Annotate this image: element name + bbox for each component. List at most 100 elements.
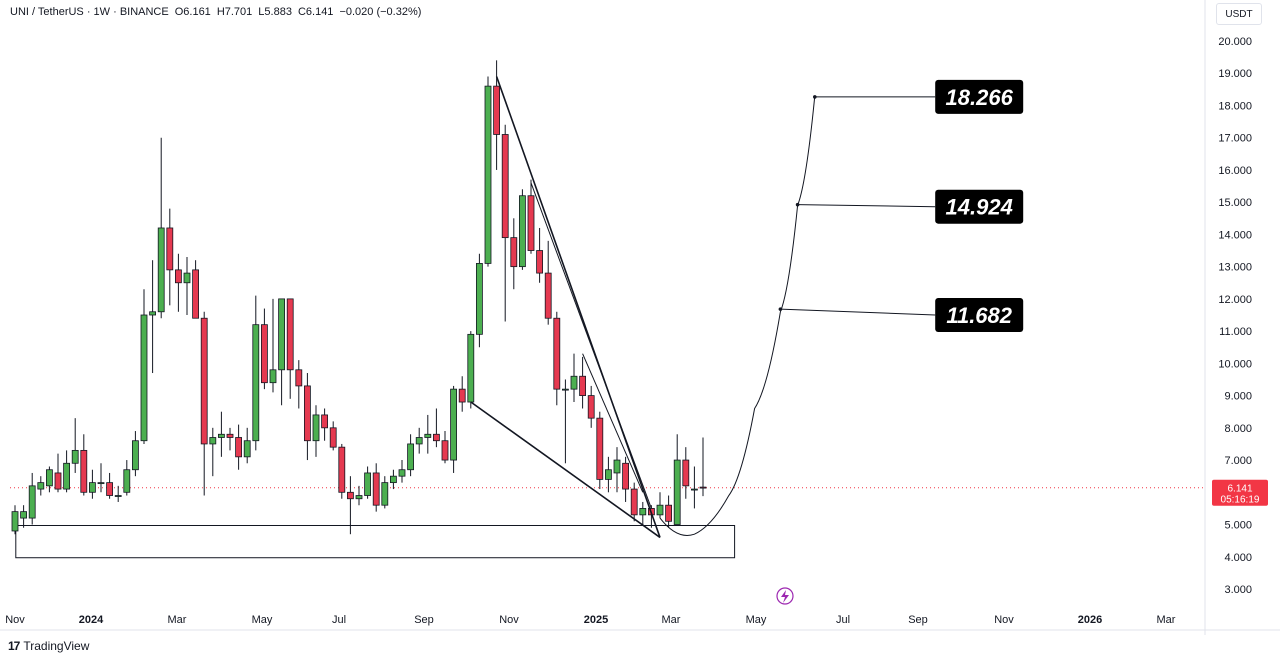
target-label-text: 14.924 xyxy=(946,195,1013,220)
ohlc-high: H7.701 xyxy=(216,6,253,18)
candle xyxy=(355,485,363,506)
y-tick-label: 15.000 xyxy=(1218,197,1252,209)
candle-body-up xyxy=(131,440,139,471)
y-tick-label: 11.000 xyxy=(1219,326,1252,338)
candle xyxy=(699,437,707,497)
candle-body-up xyxy=(157,227,165,313)
candle-body-up xyxy=(252,324,260,442)
x-tick-label: 2026 xyxy=(1078,614,1102,626)
candle xyxy=(114,485,122,502)
candle xyxy=(226,427,234,451)
candle-body-down xyxy=(699,486,707,489)
candle-body-up xyxy=(37,482,45,490)
candle xyxy=(157,137,165,319)
candle-body-down xyxy=(303,385,311,442)
candle xyxy=(346,476,354,535)
candle-body-up xyxy=(20,511,28,519)
candle xyxy=(252,295,260,451)
candle xyxy=(605,456,612,493)
candle xyxy=(123,460,131,496)
candle xyxy=(200,311,208,496)
candle xyxy=(398,460,406,483)
candle xyxy=(80,434,88,496)
x-tick-label: 2025 xyxy=(584,614,608,626)
candle-body-up xyxy=(312,414,320,442)
candle xyxy=(432,408,440,448)
y-tick-label: 19.000 xyxy=(1218,68,1252,80)
candle-body-down xyxy=(286,298,294,371)
candle-body-up xyxy=(424,433,432,438)
x-tick-label: Mar xyxy=(168,614,187,626)
candle xyxy=(106,472,113,499)
candle xyxy=(544,240,552,325)
candle-body-down xyxy=(372,472,380,506)
candle xyxy=(450,385,458,473)
candle-body-down xyxy=(329,427,337,448)
candle xyxy=(217,411,225,457)
candle-body-up xyxy=(278,298,286,371)
candle-body-up xyxy=(217,433,225,438)
tradingview-brand[interactable]: 17 TradingView xyxy=(8,639,89,653)
y-tick-label: 7.000 xyxy=(1224,455,1252,467)
candle-body-down xyxy=(622,462,629,490)
candle-body-down xyxy=(544,272,552,319)
target-label: 18.266 xyxy=(935,79,1024,114)
target-label-box xyxy=(935,189,1024,224)
candle xyxy=(28,472,36,525)
candle xyxy=(484,76,492,267)
candle-body-up xyxy=(691,488,698,491)
candle-body-up xyxy=(562,388,569,391)
currency-selector[interactable]: USDT xyxy=(1216,3,1262,25)
candle xyxy=(149,260,157,374)
candle-body-down xyxy=(192,269,200,319)
candle-body-up xyxy=(407,443,415,471)
candle xyxy=(691,466,698,509)
target-label-box xyxy=(935,79,1024,114)
candle xyxy=(140,289,148,444)
candle-body-down xyxy=(321,414,329,429)
candle-body-down xyxy=(260,324,268,384)
candle xyxy=(622,456,629,502)
y-tick-label: 4.000 xyxy=(1224,552,1252,564)
candle xyxy=(71,418,79,473)
trendline xyxy=(495,76,661,538)
candle-body-down xyxy=(493,85,501,135)
candle-body-up xyxy=(140,314,148,442)
candle-body-down xyxy=(536,250,543,274)
candle xyxy=(665,495,672,528)
y-tick-label: 13.000 xyxy=(1218,262,1252,274)
candle-body-up xyxy=(656,504,664,516)
candle-body-up xyxy=(475,263,483,335)
candle-body-down xyxy=(226,433,234,438)
candle xyxy=(321,408,329,441)
candle-body-up xyxy=(519,195,526,268)
candle xyxy=(192,260,200,319)
candle-body-up xyxy=(46,469,53,487)
x-tick-label: May xyxy=(252,614,273,626)
candle xyxy=(501,124,509,322)
candle-body-up xyxy=(269,369,277,384)
candle xyxy=(269,298,277,393)
ohlc-change: −0.020 (−0.32%) xyxy=(339,6,422,18)
x-tick-label: 2024 xyxy=(79,614,104,626)
candle-body-down xyxy=(432,433,440,442)
candle-body-up xyxy=(467,333,475,403)
candle-body-down xyxy=(596,417,604,480)
candle xyxy=(536,227,543,283)
candle xyxy=(303,373,311,461)
candle-body-down xyxy=(54,472,62,490)
symbol-title[interactable]: UNI / TetherUS · 1W · BINANCE xyxy=(10,6,169,18)
y-tick-label: 3.000 xyxy=(1224,584,1252,596)
candle-body-up xyxy=(28,485,36,519)
candle-body-down xyxy=(587,395,595,419)
candle-body-down xyxy=(200,317,208,445)
candle xyxy=(441,431,449,464)
candle-body-up xyxy=(389,475,397,484)
candle xyxy=(243,427,251,464)
y-tick-label: 20.000 xyxy=(1218,36,1252,48)
candle-body-down xyxy=(338,446,346,493)
candle-body-up xyxy=(355,495,363,500)
candle-body-up xyxy=(570,375,578,390)
candle xyxy=(570,353,578,403)
